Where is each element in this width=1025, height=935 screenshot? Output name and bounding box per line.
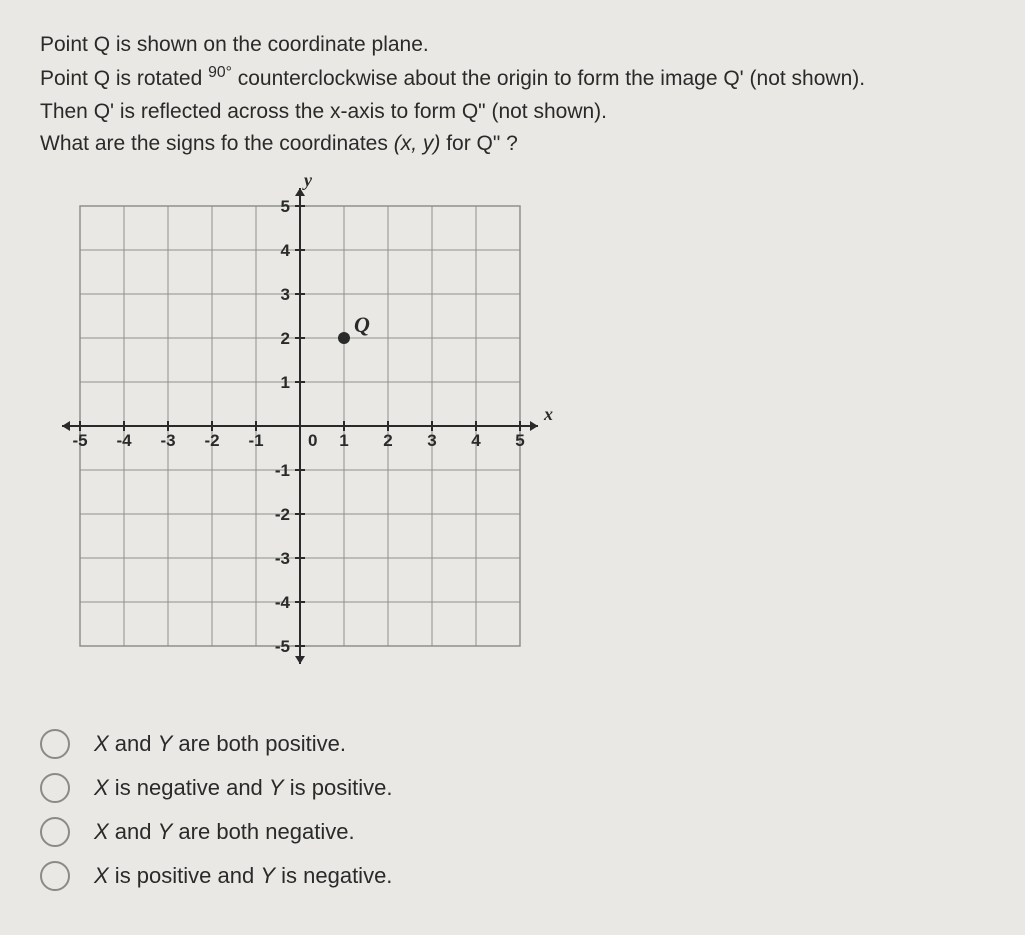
- answer-choices: X and Y are both positive. X is negative…: [40, 729, 985, 891]
- svg-text:5: 5: [515, 431, 524, 450]
- choice-d-label: X is positive and Y is negative.: [94, 863, 392, 889]
- svg-text:4: 4: [471, 431, 481, 450]
- radio-icon[interactable]: [40, 729, 70, 759]
- svg-text:-5: -5: [72, 431, 87, 450]
- radio-icon[interactable]: [40, 817, 70, 847]
- svg-text:4: 4: [281, 241, 291, 260]
- svg-text:3: 3: [427, 431, 436, 450]
- choice-c[interactable]: X and Y are both negative.: [40, 817, 985, 847]
- question-line-4: What are the signs fo the coordinates (x…: [40, 129, 985, 159]
- svg-text:2: 2: [383, 431, 392, 450]
- svg-text:1: 1: [339, 431, 348, 450]
- choice-a-label: X and Y are both positive.: [94, 731, 346, 757]
- choice-b[interactable]: X is negative and Y is positive.: [40, 773, 985, 803]
- choice-c-label: X and Y are both negative.: [94, 819, 355, 845]
- svg-text:y: y: [302, 176, 313, 190]
- svg-text:-5: -5: [275, 637, 290, 656]
- radio-icon[interactable]: [40, 773, 70, 803]
- question-line-3: Then Q' is reflected across the x-axis t…: [40, 97, 985, 127]
- svg-text:-4: -4: [275, 593, 291, 612]
- svg-text:-3: -3: [275, 549, 290, 568]
- coordinate-plane: -5 -4 -3 -2 -1 0 1 2 3 4 5 1 2 3 4 5 -1 -2 -3 -4 -5 y x Q: [40, 176, 985, 701]
- choice-d[interactable]: X is positive and Y is negative.: [40, 861, 985, 891]
- svg-text:x: x: [543, 404, 553, 424]
- choice-b-label: X is negative and Y is positive.: [94, 775, 392, 801]
- question-text: Point Q is shown on the coordinate plane…: [40, 30, 985, 160]
- coordinate-plane-svg: -5 -4 -3 -2 -1 0 1 2 3 4 5 1 2 3 4 5 -1 -2 -3 -4 -5 y x Q: [40, 176, 600, 696]
- question-line-2: Point Q is rotated 90° counterclockwise …: [40, 62, 985, 94]
- svg-text:0: 0: [308, 431, 317, 450]
- question-line-1: Point Q is shown on the coordinate plane…: [40, 30, 985, 60]
- svg-text:-1: -1: [248, 431, 263, 450]
- svg-text:-1: -1: [275, 461, 290, 480]
- svg-text:-2: -2: [204, 431, 219, 450]
- svg-text:-4: -4: [116, 431, 132, 450]
- svg-text:5: 5: [281, 197, 290, 216]
- svg-text:Q: Q: [354, 312, 370, 337]
- radio-icon[interactable]: [40, 861, 70, 891]
- svg-text:3: 3: [281, 285, 290, 304]
- svg-text:-3: -3: [160, 431, 175, 450]
- svg-text:1: 1: [281, 373, 290, 392]
- svg-text:2: 2: [281, 329, 290, 348]
- choice-a[interactable]: X and Y are both positive.: [40, 729, 985, 759]
- svg-text:-2: -2: [275, 505, 290, 524]
